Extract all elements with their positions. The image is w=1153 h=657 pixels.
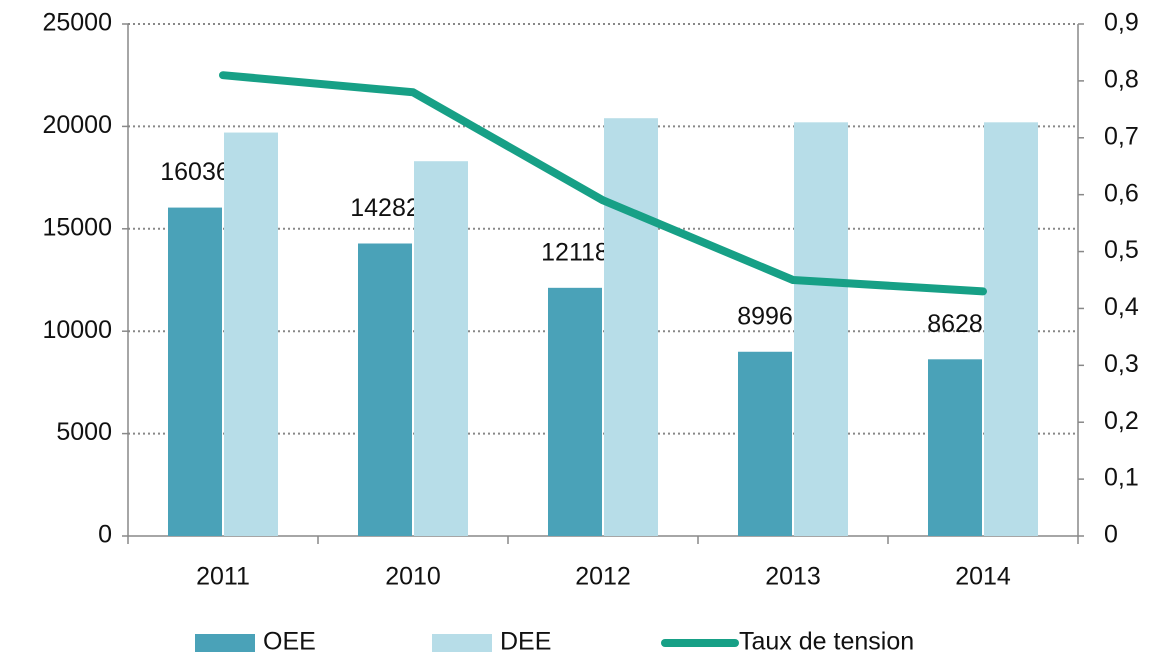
y-tick-label: 25000 (42, 9, 112, 37)
x-tick-label: 2013 (765, 563, 821, 591)
x-tick-label: 2010 (385, 563, 441, 591)
y2-tick-label: 0 (1104, 521, 1118, 549)
y-tick-label: 20000 (42, 111, 112, 139)
legend-label: Taux de tension (739, 628, 914, 656)
bar (358, 243, 412, 536)
y2-tick-label: 0,5 (1104, 236, 1139, 264)
bar (224, 132, 278, 536)
bar (984, 122, 1038, 536)
data-label: 8996 (737, 302, 793, 330)
bar (928, 359, 982, 536)
legend-label: OEE (263, 628, 316, 656)
data-label: 14282 (350, 194, 420, 222)
y2-tick-label: 0,6 (1104, 179, 1139, 207)
line (219, 71, 987, 296)
data-label: 8628 (927, 310, 983, 338)
y2-tick-label: 0,7 (1104, 122, 1139, 150)
x-tick-label: 2012 (575, 563, 631, 591)
y2-tick-label: 0,4 (1104, 293, 1139, 321)
y-tick-label: 10000 (42, 316, 112, 344)
bar (604, 118, 658, 536)
y2-tick-label: 0,2 (1104, 407, 1139, 435)
y-tick-label: 0 (98, 521, 112, 549)
y2-tick-label: 0,3 (1104, 350, 1139, 378)
x-tick-label: 2014 (955, 563, 1011, 591)
data-label: 12118 (541, 238, 609, 266)
bar (168, 207, 222, 537)
y2-tick-label: 0,8 (1104, 65, 1139, 93)
bar (794, 122, 848, 536)
legend-label: DEE (500, 628, 551, 656)
data-label: 16036 (160, 158, 230, 186)
y-tick-label: 15000 (42, 213, 112, 241)
bar (548, 287, 602, 536)
bar (738, 351, 792, 536)
y-tick-label: 5000 (56, 418, 112, 446)
y2-tick-label: 0,1 (1104, 464, 1139, 492)
x-tick-label: 2011 (196, 563, 250, 591)
y2-tick-label: 0,9 (1104, 9, 1139, 37)
legend-swatch (195, 634, 255, 652)
bar (414, 161, 468, 536)
legend-swatch (432, 634, 492, 652)
